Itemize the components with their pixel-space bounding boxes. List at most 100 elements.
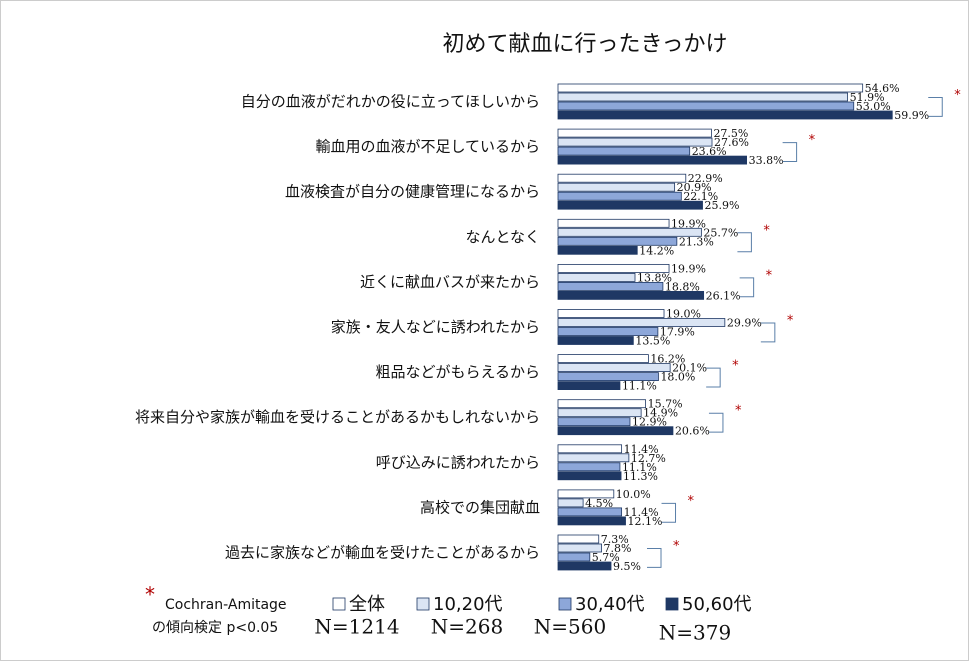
category-label: 自分の血液がだれかの役に立ってほしいから	[241, 93, 540, 111]
value-label: 19.9%	[671, 262, 706, 275]
trend-bracket	[928, 97, 943, 117]
bar	[557, 552, 591, 562]
value-label: 18.0%	[660, 371, 695, 384]
value-label: 7.8%	[604, 542, 632, 555]
bar	[557, 534, 600, 544]
value-label: 12.1%	[628, 515, 663, 528]
bar	[557, 110, 893, 120]
bar	[557, 489, 615, 499]
bar	[557, 543, 602, 553]
category-label: なんとなく	[465, 228, 540, 246]
bar	[557, 336, 634, 345]
value-label: 5.7%	[592, 551, 620, 564]
value-label: 22.9%	[688, 172, 723, 185]
value-label: 18.8%	[665, 280, 700, 293]
bar	[557, 498, 584, 508]
value-label: 33.8%	[749, 154, 784, 167]
legend-n: N=268	[431, 615, 503, 639]
bar	[557, 200, 703, 210]
legend-label: 30,40代	[575, 594, 645, 615]
trend-mark: *	[732, 359, 739, 374]
value-label: 29.9%	[727, 317, 762, 330]
value-label: 22.1%	[683, 190, 718, 203]
trend-mark: *	[673, 539, 680, 554]
bar	[557, 191, 682, 201]
bar	[557, 444, 623, 454]
trend-bracket	[708, 412, 724, 433]
bar	[557, 155, 748, 165]
value-label: 10.0%	[616, 488, 651, 501]
value-label: 20.9%	[677, 181, 712, 194]
trend-bracket	[760, 322, 776, 343]
bar	[557, 408, 642, 418]
value-label: 13.5%	[635, 335, 670, 348]
bar	[557, 101, 855, 111]
category-label: 高校での集団献血	[420, 498, 540, 516]
value-label: 27.5%	[713, 127, 748, 140]
category-label: 粗品などがもらえるから	[375, 363, 540, 381]
value-label: 13.8%	[637, 271, 672, 284]
value-label: 11.4%	[624, 506, 659, 519]
category-label: 呼び込みに誘われたから	[376, 453, 540, 471]
value-label: 16.2%	[650, 353, 685, 366]
bar	[557, 182, 676, 192]
trend-mark: *	[688, 494, 695, 509]
note-line: Cochran-Amitage	[165, 597, 287, 613]
value-label: 27.6%	[714, 136, 749, 149]
note-line: の傾向検定 p<0.05	[152, 620, 278, 636]
value-label: 20.1%	[672, 362, 707, 375]
category-label: 過去に家族などが輸血を受けたことがあるから	[225, 544, 540, 562]
trend-mark: *	[954, 88, 961, 103]
bar	[557, 354, 649, 364]
trend-mark: *	[766, 268, 773, 283]
trend-bracket	[647, 548, 662, 568]
legend-swatch	[665, 597, 679, 611]
value-label: 11.1%	[622, 380, 657, 393]
value-label: 51.9%	[850, 91, 885, 104]
bar	[557, 272, 636, 282]
bar	[557, 290, 705, 300]
bar	[557, 561, 612, 571]
value-label: 19.0%	[666, 308, 701, 321]
bar	[557, 381, 621, 391]
value-label: 20.6%	[675, 425, 710, 438]
value-label: 17.9%	[660, 326, 695, 339]
value-label: 11.3%	[623, 470, 658, 483]
legend-swatch	[416, 597, 430, 611]
bar	[557, 146, 691, 156]
legend-label: 10,20代	[433, 594, 503, 615]
bar	[557, 462, 621, 472]
value-label: 53.0%	[856, 100, 891, 113]
value-label: 7.3%	[601, 533, 629, 546]
bar	[557, 372, 659, 382]
category-label: 輸血用の血液が不足しているから	[315, 138, 540, 156]
value-label: 59.9%	[894, 109, 929, 122]
bar	[557, 399, 647, 409]
category-label: 将来自分や家族が輸血を受けることがあるかもしれないから	[135, 408, 540, 426]
value-label: 15.7%	[648, 398, 683, 411]
bar	[557, 92, 849, 102]
value-label: 23.6%	[692, 145, 727, 158]
value-label: 25.9%	[705, 199, 740, 212]
value-label: 14.2%	[639, 244, 674, 257]
bar	[557, 318, 726, 327]
bar	[557, 363, 671, 373]
value-label: 9.5%	[613, 560, 641, 573]
category-label: 血液検査が自分の健康管理になるから	[285, 183, 540, 201]
bar	[557, 281, 664, 291]
legend-label: 全体	[349, 594, 385, 615]
chart-title: 初めて献血に行ったきっかけ	[442, 32, 727, 57]
category-label: 家族・友人などに誘われたから	[331, 318, 540, 336]
value-label: 19.9%	[671, 217, 706, 230]
bar	[557, 453, 630, 463]
bar	[557, 309, 665, 318]
bar	[557, 426, 674, 436]
trend-bracket	[706, 367, 721, 388]
value-label: 21.3%	[679, 235, 714, 248]
value-label: 25.7%	[703, 226, 738, 239]
trend-bracket	[661, 502, 677, 523]
bar	[557, 227, 702, 237]
bar	[557, 218, 670, 228]
